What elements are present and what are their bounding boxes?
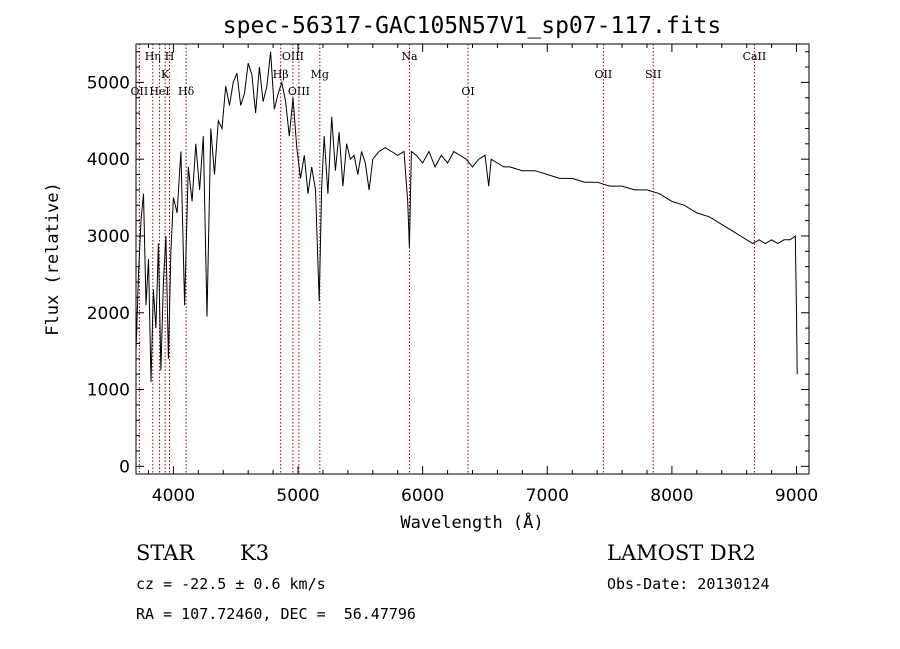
y-tick-label: 0 [119, 457, 130, 477]
spectral-line-label: Hβ [273, 68, 289, 81]
spectrum-series [135, 51, 798, 382]
spectral-line-label: OII [595, 68, 613, 81]
x-tick-label: 7000 [526, 486, 569, 506]
y-axis-label: Flux (relative) [43, 182, 63, 336]
redshift-cz: cz = -22.5 ± 0.6 km/s [136, 575, 326, 593]
y-tick-label: 1000 [87, 381, 130, 401]
spectral-line-label: Hδ [178, 85, 195, 98]
x-tick-label: 9000 [775, 486, 818, 506]
spectral-line-label: HeI [149, 85, 169, 98]
x-tick-label: 4000 [152, 486, 195, 506]
spectral-line-label: OIII [282, 50, 304, 63]
obs-date: Obs-Date: 20130124 [607, 575, 770, 593]
x-tick-label: 6000 [401, 486, 444, 506]
spectral-line-label: OII [131, 85, 149, 98]
x-tick-label: 5000 [276, 486, 319, 506]
spectral-line-label: Na [401, 50, 418, 63]
spectral-line-label: OIII [288, 85, 310, 98]
y-tick-label: 4000 [87, 150, 130, 170]
spectral-line-label: K [161, 68, 170, 81]
spectral-lines [138, 44, 755, 474]
x-tick-label: 8000 [650, 486, 693, 506]
spectral-line-label: H [165, 50, 175, 63]
plot-frame [135, 43, 810, 475]
spectral-line-label: CaII [743, 50, 767, 63]
survey-name: LAMOST DR2 [607, 541, 756, 565]
spectral-line-label: SII [645, 68, 661, 81]
ra-dec: RA = 107.72460, DEC = 56.47796 [136, 605, 416, 623]
x-axis-ticks: 4000 5000 6000 7000 8000 9000 [147, 44, 818, 506]
y-tick-label: 2000 [87, 304, 130, 324]
y-axis-ticks: 0 1000 2000 3000 4000 5000 [87, 51, 809, 477]
object-class: STAR [136, 541, 195, 565]
spectral-line-label: Mg [311, 68, 329, 81]
x-axis-label: Wavelength (Å) [400, 511, 543, 533]
y-tick-label: 5000 [87, 73, 130, 93]
spectral-line-label: Hη [145, 50, 161, 63]
object-subclass: K3 [240, 541, 269, 565]
chart-title: spec-56317-GAC105N57V1_sp07-117.fits [223, 13, 722, 39]
spectral-line-label: OI [461, 85, 474, 98]
y-tick-label: 3000 [87, 227, 130, 247]
